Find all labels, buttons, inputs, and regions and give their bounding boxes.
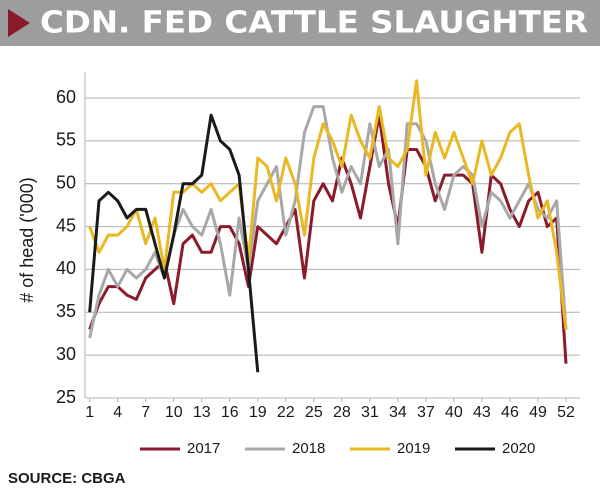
- x-tick-label: 40: [445, 404, 463, 421]
- x-tick-label: 49: [529, 404, 547, 421]
- y-tick-label: 30: [56, 344, 76, 364]
- legend-label: 2018: [292, 440, 325, 457]
- x-tick-label: 22: [277, 404, 295, 421]
- y-tick-label: 55: [56, 130, 76, 150]
- legend-label: 2019: [397, 440, 430, 457]
- x-tick-label: 10: [165, 404, 183, 421]
- x-tick-label: 46: [501, 404, 519, 421]
- x-tick-label: 52: [557, 404, 575, 421]
- y-tick-label: 50: [56, 172, 76, 192]
- title-bar: [0, 0, 600, 46]
- y-axis-label: # of head ('000): [17, 177, 37, 303]
- y-tick-label: 40: [56, 258, 76, 278]
- x-tick-label: 7: [141, 404, 150, 421]
- x-tick-label: 37: [417, 404, 435, 421]
- x-tick-label: 13: [193, 404, 211, 421]
- x-tick-label: 31: [361, 404, 379, 421]
- x-tick-label: 4: [113, 404, 122, 421]
- y-tick-label: 35: [56, 301, 76, 321]
- legend-label: 2020: [502, 440, 535, 457]
- chart-title: CDN. FED CATTLE SLAUGHTER: [40, 6, 588, 41]
- source: SOURCE: CBGA: [8, 470, 126, 487]
- x-tick-label: 16: [221, 404, 239, 421]
- x-tick-label: 28: [333, 404, 351, 421]
- y-tick-label: 45: [56, 215, 76, 235]
- x-tick-label: 34: [389, 404, 407, 421]
- y-tick-label: 25: [56, 387, 76, 407]
- series-line: [88, 79, 568, 330]
- x-tick-label: 1: [85, 404, 94, 421]
- series-line: [88, 113, 260, 373]
- legend-label: 2017: [187, 440, 220, 457]
- title-icon: [8, 9, 30, 37]
- x-tick-label: 19: [249, 404, 267, 421]
- x-tick-label: 43: [473, 404, 491, 421]
- series-line: [88, 113, 568, 364]
- y-tick-label: 60: [56, 87, 76, 107]
- x-tick-label: 25: [305, 404, 323, 421]
